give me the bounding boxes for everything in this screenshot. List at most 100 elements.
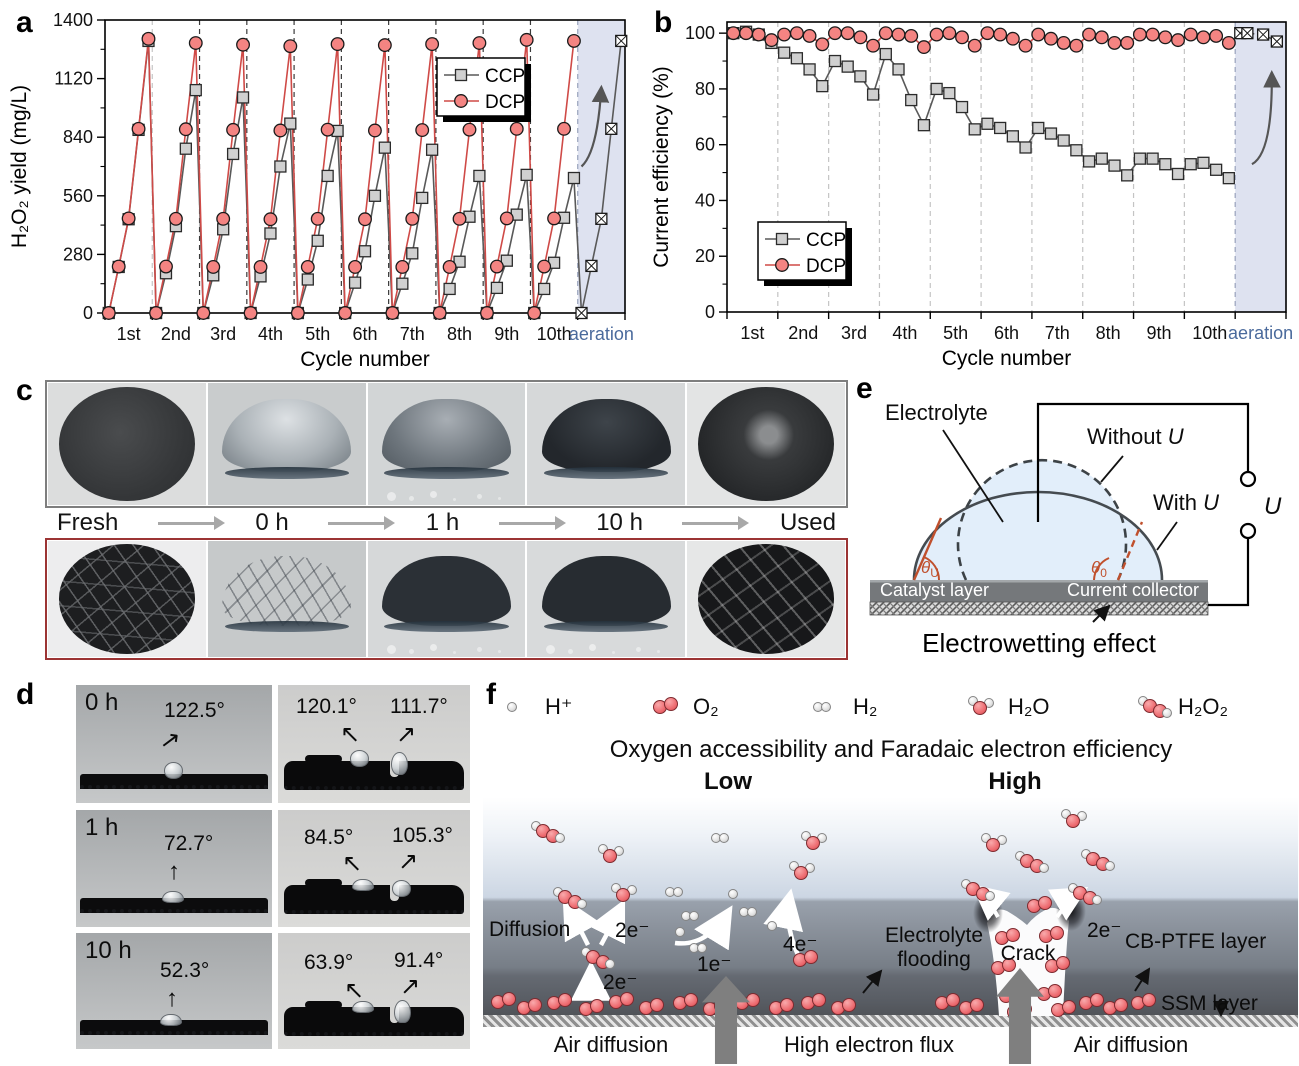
plot-frame xyxy=(726,21,1287,313)
o2-molecule-icon xyxy=(491,989,521,1015)
data-point-circle xyxy=(377,38,392,53)
data-point-square xyxy=(943,86,956,100)
data-point-circle xyxy=(300,260,315,274)
x-tick-label: 2nd xyxy=(788,323,818,343)
dcp-photo-10h xyxy=(527,541,686,657)
y-tick-label: 100 xyxy=(685,23,715,43)
data-point-square xyxy=(1095,152,1108,165)
data-point-square xyxy=(778,46,791,59)
collector-arrow-icon xyxy=(1092,604,1111,623)
ccp-photo-used xyxy=(687,383,845,505)
h-molecule-icon xyxy=(726,881,756,907)
data-point-circle xyxy=(1094,30,1109,45)
data-point-square xyxy=(348,276,362,289)
data-point-circle xyxy=(1107,35,1122,50)
catalyst-layer-label: Catalyst layer xyxy=(880,580,989,600)
diffusion-label: Diffusion xyxy=(489,918,571,941)
panel-letter-b: b xyxy=(654,6,673,39)
data-point-circle xyxy=(904,28,919,43)
y-tick-label: 1400 xyxy=(53,10,93,30)
data-point-circle xyxy=(1183,27,1198,42)
mechanism-panel: H⁺ O₂ H₂ H₂O H₂O₂ Oxygen accessibility and F… xyxy=(483,680,1299,1066)
data-point-square xyxy=(803,63,816,76)
up-left-arrow-icon: ↖ xyxy=(344,977,365,1004)
data-point-circle xyxy=(828,26,842,41)
data-point-square xyxy=(264,227,277,240)
data-point-square xyxy=(473,169,486,183)
h2o-molecule-icon xyxy=(1061,807,1091,833)
data-point-circle xyxy=(385,306,400,320)
up-right-arrow-icon: ↗ xyxy=(398,848,419,875)
h2o-molecule-icon xyxy=(598,842,628,868)
electrolyte-flooding-label: Electrolyte flooding xyxy=(884,924,984,971)
data-point-circle xyxy=(452,211,467,226)
aeration-region xyxy=(1235,22,1286,312)
data-point-square xyxy=(406,247,419,260)
data-point-circle xyxy=(775,258,789,272)
data-point-circle xyxy=(967,38,982,53)
theta-0-label: θ0 xyxy=(1091,558,1107,580)
data-point-square xyxy=(1133,152,1147,165)
cbptfe-layer-label: CB-PTFE layer xyxy=(1125,930,1267,953)
data-point-circle xyxy=(751,27,766,42)
contact-angle-photo-dcp-0h: 120.1° 111.7° ↖ ↗ xyxy=(278,685,470,803)
data-point-square xyxy=(520,168,533,182)
aeration-tick-label: aeration xyxy=(569,324,634,344)
o2-molecule-icon xyxy=(1027,893,1057,919)
ssm-mesh-layer xyxy=(483,1015,1298,1027)
data-point-circle xyxy=(320,122,335,137)
data-point-square xyxy=(1209,163,1223,176)
theta-0-tangent-line xyxy=(1116,521,1144,581)
data-point-square xyxy=(905,93,918,107)
data-point-circle xyxy=(566,33,581,48)
with-u-pointer-line xyxy=(1156,521,1178,551)
data-point-circle xyxy=(1005,31,1020,46)
o2-molecule-icon xyxy=(1079,990,1109,1016)
stage-arrow-icon xyxy=(498,516,566,530)
electrowetting-diagram: Electrolyte Without U With U U θU θ0 Cat… xyxy=(869,400,1282,658)
data-point-circle xyxy=(1031,27,1046,42)
stage-label-used: Used xyxy=(779,509,836,536)
with-u-label: With U xyxy=(1153,490,1219,515)
data-point-circle xyxy=(955,30,969,45)
data-point-square xyxy=(189,83,202,97)
theta-u-angle-arc xyxy=(923,556,941,581)
data-point-circle xyxy=(891,27,906,42)
dcp-photo-0h xyxy=(207,541,366,657)
data-point-circle xyxy=(489,259,504,274)
up-arrow-icon: ↑ xyxy=(166,985,178,1012)
up-right-arrow-icon: ↗ xyxy=(396,721,417,748)
data-point-square xyxy=(866,88,880,101)
data-point-circle xyxy=(462,122,477,137)
data-point-square xyxy=(981,117,994,130)
x-tick-label: 5th xyxy=(943,323,968,343)
data-point-square xyxy=(301,273,314,286)
y-tick-label: 280 xyxy=(63,244,93,264)
electrolyte-label: Electrolyte xyxy=(885,400,988,425)
o2-molecule-icon xyxy=(1039,923,1069,949)
ssm-layer-label: SSM layer xyxy=(1161,992,1258,1015)
data-point-circle xyxy=(243,306,258,320)
x-tick-label: 9th xyxy=(1146,323,1171,343)
legend-item-label: H₂ xyxy=(853,694,878,719)
data-point-circle xyxy=(178,122,193,137)
data-point-circle xyxy=(1044,31,1058,46)
legend-item-label: CCP xyxy=(485,66,525,87)
without-u-pointer-line xyxy=(1100,455,1124,483)
data-point-square xyxy=(955,100,969,114)
series-line-CCP xyxy=(733,30,1230,179)
contact-angle-photo-dcp-1h: 84.5° 105.3° ↖ ↗ xyxy=(278,810,470,927)
h2o2-molecule-icon xyxy=(961,877,995,903)
data-point-square xyxy=(1184,158,1197,171)
legend-box xyxy=(757,221,847,281)
legend-item-h2o2: H₂O₂ xyxy=(1138,692,1228,722)
chart-h2o2-yield: 0 280 560 840 1120 1400 1st 2nd 3rd 4th 5th 6th 7th 8… xyxy=(8,10,634,371)
x-tick-label: 8th xyxy=(1096,323,1121,343)
data-point-circle xyxy=(159,259,173,274)
data-point-square xyxy=(425,143,439,156)
two-electron-label: 2e⁻ xyxy=(603,971,638,994)
theta-u-tangent-line xyxy=(912,517,943,581)
x-tick-label: 3rd xyxy=(210,324,236,344)
data-point-square xyxy=(358,245,372,258)
contact-angle-photo-ccp-0h: 0 h 122.5° ↗ xyxy=(76,685,272,803)
